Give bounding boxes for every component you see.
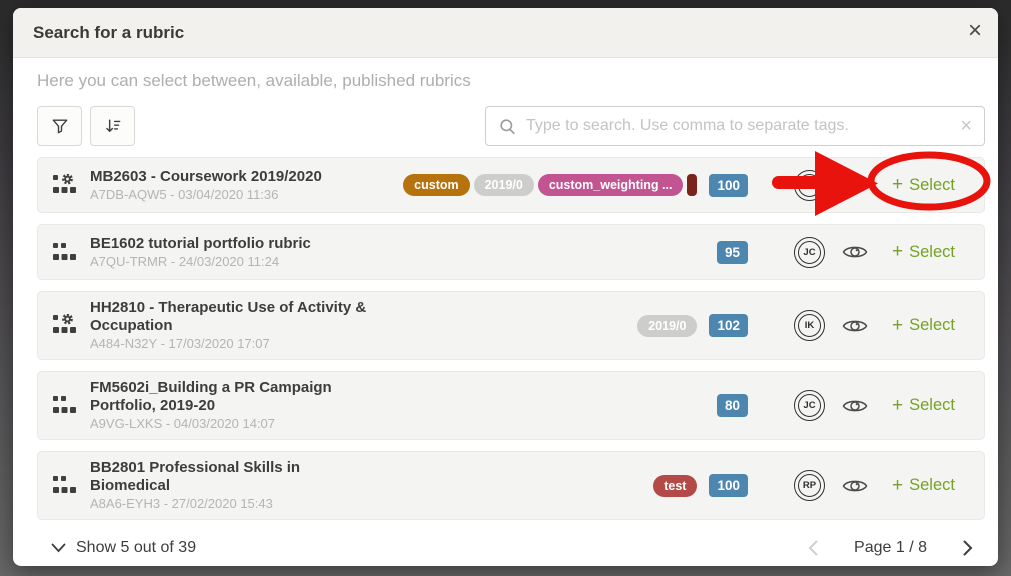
chevron-down-icon <box>51 543 66 553</box>
rubric-grid-icon <box>52 394 78 417</box>
rubric-info: MB2603 - Coursework 2019/2020 A7DB-AQW5 … <box>90 168 322 203</box>
rubric-custom-icon <box>52 173 78 197</box>
modal-body: Here you can select between, available, … <box>13 71 998 560</box>
score-badge: 80 <box>716 394 748 417</box>
rubric-meta: A484-N32Y - 17/03/2020 17:07 <box>90 336 270 351</box>
rubric-row-2[interactable]: BE1602 tutorial portfolio rubric A7QU-TR… <box>37 224 985 280</box>
modal-title: Search for a rubric <box>33 22 185 42</box>
preview-button[interactable] <box>842 243 868 261</box>
search-icon <box>500 118 515 134</box>
row-actions: custom 2019/0 custom_weighting ... 100 +… <box>399 169 970 201</box>
select-button[interactable]: + Select <box>892 174 970 196</box>
rubric-grid-icon <box>52 474 78 497</box>
filter-icon <box>52 119 67 134</box>
rubric-list: MB2603 - Coursework 2019/2020 A7DB-AQW5 … <box>37 157 985 520</box>
row-actions: 80 JC + Select <box>705 390 970 421</box>
tag-season: 2019/0 <box>473 174 534 196</box>
rubric-info: BB2801 Professional Skills in Biomedical… <box>90 459 368 512</box>
rubric-title: MB2603 - Coursework 2019/2020 <box>90 167 322 185</box>
rubric-meta: A8A6-EYH3 - 27/02/2020 15:43 <box>90 496 273 511</box>
rubric-info: BE1602 tutorial portfolio rubric A7QU-TR… <box>90 235 311 270</box>
plus-icon: + <box>892 394 904 416</box>
eye-icon <box>842 480 868 491</box>
tag-custom: custom <box>403 174 470 196</box>
preview-button[interactable] <box>842 477 868 495</box>
select-label: Select <box>909 242 955 261</box>
filter-button[interactable] <box>37 106 82 146</box>
close-icon[interactable]: × <box>967 17 982 44</box>
select-button[interactable]: + Select <box>892 395 970 417</box>
row-actions: 95 JC + Select <box>705 236 970 268</box>
tag-truncated <box>687 174 698 196</box>
page-indicator: Page 1 / 8 <box>854 539 927 556</box>
select-button[interactable]: + Select <box>892 315 970 337</box>
score-badge: 95 <box>716 240 748 264</box>
score-badge: 100 <box>709 474 748 497</box>
select-label: Select <box>909 396 955 414</box>
rubric-title: BB2801 Professional Skills in Biomedical <box>90 459 301 494</box>
select-label: Select <box>909 316 955 334</box>
rubric-title: HH2810 - Therapeutic Use of Activity & O… <box>90 299 367 334</box>
eye-icon <box>842 179 868 191</box>
rubric-grid-icon <box>52 241 78 264</box>
search-box[interactable]: × <box>485 106 985 146</box>
row-actions: 2019/0 102 IK + Select <box>633 310 970 341</box>
plus-icon: + <box>892 174 904 195</box>
modal-header: Search for a rubric × <box>13 8 998 58</box>
rubric-row-3[interactable]: HH2810 - Therapeutic Use of Activity & O… <box>37 291 985 360</box>
preview-button[interactable] <box>842 397 868 415</box>
list-footer: Show 5 out of 39 Page 1 / 8 <box>37 536 985 560</box>
rubric-info: FM5602i_Building a PR Campaign Portfolio… <box>90 379 368 432</box>
chevron-right-icon <box>963 540 973 556</box>
search-input[interactable] <box>526 117 961 135</box>
tag-season: 2019/0 <box>637 314 698 337</box>
select-label: Select <box>909 476 955 494</box>
pagination: Page 1 / 8 <box>804 536 977 560</box>
eye-icon <box>842 320 868 331</box>
page-next-button[interactable] <box>959 536 977 560</box>
show-count-label: Show 5 out of 39 <box>76 539 197 556</box>
row-actions: test 100 RP + Select <box>649 470 970 501</box>
eye-icon <box>842 246 868 258</box>
rubric-meta: A7DB-AQW5 - 03/04/2020 11:36 <box>90 186 279 202</box>
rubric-row-4[interactable]: FM5602i_Building a PR Campaign Portfolio… <box>37 371 985 440</box>
avatar: IK <box>794 310 825 341</box>
rubric-meta: A9VG-LXKS - 04/03/2020 14:07 <box>90 416 276 431</box>
avatar: RP <box>794 470 825 501</box>
rubric-row-1[interactable]: MB2603 - Coursework 2019/2020 A7DB-AQW5 … <box>37 157 985 213</box>
modal-subtitle: Here you can select between, available, … <box>37 71 471 90</box>
search-rubric-modal: Search for a rubric × Here you can selec… <box>13 8 998 566</box>
select-button[interactable]: + Select <box>892 241 970 263</box>
select-button[interactable]: + Select <box>892 475 970 497</box>
avatar: JC <box>794 236 825 268</box>
preview-button[interactable] <box>842 176 868 194</box>
plus-icon: + <box>892 241 904 262</box>
rubric-title: BE1602 tutorial portfolio rubric <box>90 234 311 252</box>
eye-icon <box>842 400 868 411</box>
sort-icon <box>105 119 120 133</box>
page-prev-button[interactable] <box>804 536 822 560</box>
score-badge: 100 <box>709 173 748 197</box>
clear-search-icon[interactable]: × <box>960 115 972 137</box>
tag-custom-weighting: custom_weighting ... <box>537 174 684 196</box>
preview-button[interactable] <box>842 317 868 335</box>
avatar <box>794 169 825 201</box>
select-label: Select <box>909 175 955 194</box>
tag-test: test <box>653 474 698 497</box>
plus-icon: + <box>892 474 904 496</box>
rubric-row-5[interactable]: BB2801 Professional Skills in Biomedical… <box>37 451 985 520</box>
score-badge: 102 <box>709 314 748 337</box>
sort-button[interactable] <box>90 106 135 146</box>
avatar: JC <box>794 390 825 421</box>
show-count-toggle[interactable]: Show 5 out of 39 <box>51 539 196 557</box>
rubric-meta: A7QU-TRMR - 24/03/2020 11:24 <box>90 253 280 269</box>
chevron-left-icon <box>808 540 818 556</box>
plus-icon: + <box>892 314 904 336</box>
rubric-custom-icon <box>52 314 78 337</box>
toolbar: × <box>37 106 985 146</box>
rubric-title: FM5602i_Building a PR Campaign Portfolio… <box>90 379 332 414</box>
rubric-info: HH2810 - Therapeutic Use of Activity & O… <box>90 299 368 352</box>
